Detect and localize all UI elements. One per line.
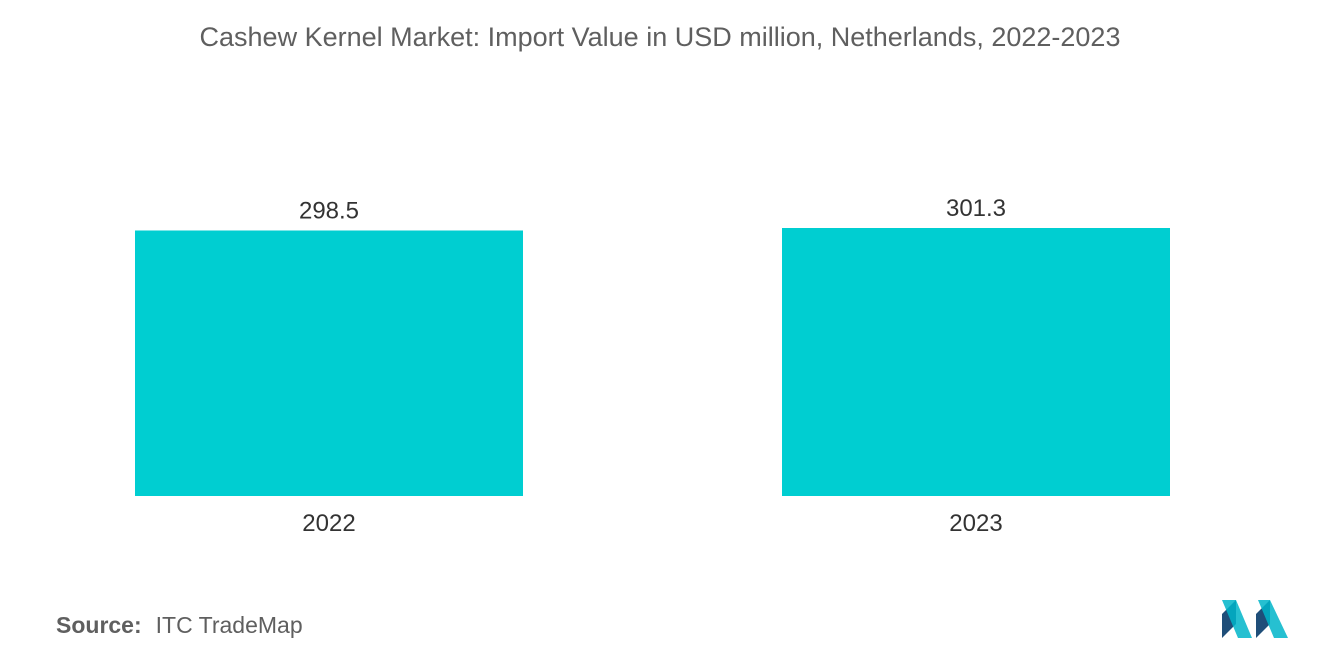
- bar-2022: [135, 230, 523, 496]
- data-label-2023: 301.3: [946, 195, 1006, 222]
- source-label: Source:: [56, 612, 142, 638]
- bar-chart: 298.5 2022 301.3 2023: [135, 195, 1170, 537]
- x-tick-label-2022: 2022: [302, 510, 355, 537]
- data-label-2022: 298.5: [299, 197, 359, 224]
- mordor-intelligence-logo-icon: [1222, 600, 1288, 638]
- chart-title: Cashew Kernel Market: Import Value in US…: [199, 22, 1121, 52]
- x-tick-label-2023: 2023: [949, 510, 1002, 537]
- source-note: Source: ITC TradeMap: [56, 612, 303, 639]
- bar-2023: [782, 228, 1170, 496]
- source-text: ITC TradeMap: [155, 612, 303, 638]
